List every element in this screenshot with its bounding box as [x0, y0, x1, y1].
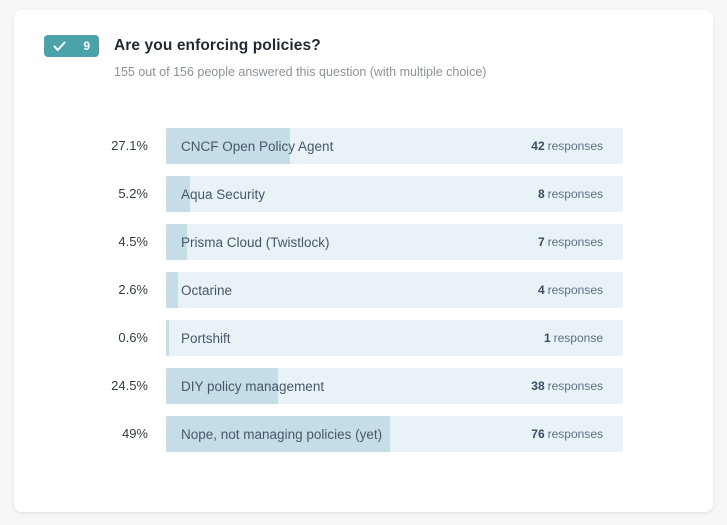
answer-count-number: 4 [537, 283, 545, 297]
question-header: 9 Are you enforcing policies? 155 out of… [14, 10, 713, 80]
answer-bar: CNCF Open Policy Agent 42 responses [166, 128, 623, 164]
question-title: Are you enforcing policies? [114, 37, 321, 54]
answer-bar: Octarine 4 responses [166, 272, 623, 308]
answer-label: DIY policy management [181, 378, 325, 394]
answer-percent: 27.1% [111, 138, 148, 153]
answer-label: Nope, not managing policies (yet) [181, 426, 383, 442]
answer-count-unit: responses [547, 139, 603, 153]
answer-percent: 0.6% [118, 330, 148, 345]
answer-percent: 2.6% [118, 282, 148, 297]
answer-count: 1 response [544, 329, 603, 347]
answer-count-number: 76 [531, 427, 545, 441]
answer-count-unit: response [553, 331, 603, 345]
answer-percent: 49% [121, 426, 148, 441]
answer-percent: 5.2% [118, 186, 148, 201]
answer-count: 38 responses [531, 377, 603, 395]
answer-count-number: 8 [537, 187, 545, 201]
answer-label: Octarine [181, 282, 233, 298]
answer-bar-fill [166, 416, 390, 452]
answer-bar: Prisma Cloud (Twistlock) 7 responses [166, 224, 623, 260]
answer-count-unit: responses [547, 235, 603, 249]
question-number-badge: 9 [44, 35, 99, 57]
answer-label: Portshift [181, 330, 231, 346]
answer-bar-fill [166, 128, 290, 164]
answer-count: 42 responses [531, 137, 603, 155]
answer-bar: Nope, not managing policies (yet) 76 resp… [166, 416, 623, 452]
answer-bar: Aqua Security 8 responses [166, 176, 623, 212]
check-icon [53, 41, 66, 52]
answer-bar-fill [166, 176, 190, 212]
answer-count: 76 responses [531, 425, 603, 443]
answer-label: Prisma Cloud (Twistlock) [181, 234, 330, 250]
answer-count-unit: responses [547, 187, 603, 201]
answer-count: 7 responses [538, 233, 603, 251]
answer-count-number: 38 [531, 379, 545, 393]
answer-count-unit: responses [547, 379, 603, 393]
answer-count-number: 7 [537, 235, 545, 249]
answer-count-number: 1 [543, 331, 551, 345]
answer-percent: 4.5% [118, 234, 148, 249]
survey-question-card: 9 Are you enforcing policies? 155 out of… [14, 10, 713, 512]
answer-count-unit: responses [547, 283, 603, 297]
answer-bar-fill [166, 272, 178, 308]
answer-bar-fill [166, 320, 169, 356]
answer-count-number: 42 [531, 139, 545, 153]
answers-bar-chart: 27.1% CNCF Open Policy Agent 42 responses… [14, 128, 713, 452]
answer-count-unit: responses [547, 427, 603, 441]
answer-bar-fill [166, 224, 187, 260]
answer-count: 8 responses [538, 185, 603, 203]
question-title-block: Are you enforcing policies? 155 out of 1… [114, 35, 486, 80]
question-number: 9 [83, 39, 90, 53]
answer-bar: Portshift 1 response [166, 320, 623, 356]
answer-percent: 24.5% [111, 378, 148, 393]
answer-label: Aqua Security [181, 186, 266, 202]
question-subtitle: 155 out of 156 people answered this ques… [114, 65, 487, 79]
answer-bar-fill [166, 368, 278, 404]
answer-bar: DIY policy management 38 responses [166, 368, 623, 404]
answer-label: CNCF Open Policy Agent [181, 138, 334, 154]
answer-count: 4 responses [538, 281, 603, 299]
